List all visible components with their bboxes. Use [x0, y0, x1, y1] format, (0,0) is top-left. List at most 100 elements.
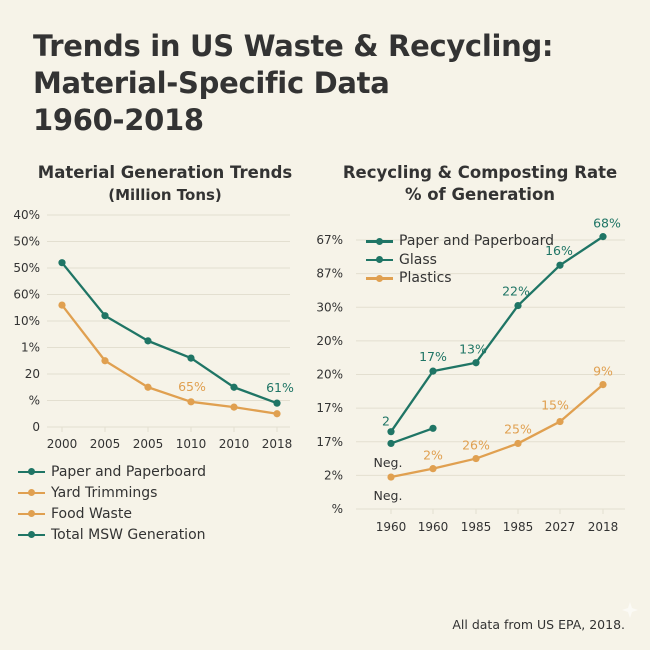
legend-item: Plastics [366, 269, 554, 288]
legend-label: Food Waste [51, 505, 132, 522]
data-point [58, 259, 66, 267]
legend-item: Food Waste [18, 503, 206, 524]
data-point [273, 410, 281, 418]
legend-line-marker-icon [18, 467, 45, 477]
series-line-plastics [390, 383, 604, 479]
data-label: 16% [545, 243, 573, 258]
data-point [514, 301, 522, 310]
x-tick-label: 2027 [545, 520, 576, 534]
data-point [472, 359, 480, 367]
data-point [101, 357, 109, 365]
data-point [387, 439, 395, 448]
y-tick-label: 87% [316, 267, 343, 281]
data-point [599, 380, 607, 389]
series-line-yard-trimmings [61, 304, 278, 415]
data-point [429, 465, 437, 473]
right-chart-title-text: Recycling & Composting Rate [342, 163, 618, 182]
series-line-paper-and-paperboard [390, 235, 604, 433]
data-point [514, 439, 522, 448]
legend-label: Total MSW Generation [51, 526, 206, 543]
right-chart-legend: Paper and Paperboard Glass Plastics [366, 232, 554, 288]
data-point [101, 312, 109, 320]
page-title: Trends in US Waste & Recycling: Material… [33, 28, 554, 139]
y-tick-label: 20% [316, 368, 343, 382]
y-tick-label: 20% [316, 334, 343, 348]
data-point [556, 261, 564, 269]
data-label: 13% [459, 342, 487, 357]
data-label: 2 [382, 414, 390, 429]
data-point [429, 424, 437, 432]
left-chart-legend: Paper and Paperboard Yard Trimmings Food W… [18, 461, 206, 545]
left-chart-subtitle: (Million Tons) [108, 186, 222, 204]
x-tick-label: 2010 [219, 437, 250, 451]
series-line-glass [390, 427, 434, 445]
x-tick-label: 2005 [133, 437, 164, 451]
data-point [230, 383, 238, 391]
data-point [387, 428, 395, 436]
y-tick-label: 30% [316, 300, 343, 314]
legend-line-marker-icon [18, 488, 45, 498]
legend-item: Paper and Paperboard [366, 232, 554, 251]
sparkle-icon [622, 602, 638, 618]
legend-item: Paper and Paperboard [18, 461, 206, 482]
y-tick-label: 40% [13, 208, 40, 222]
right-chart-title: Recycling & Composting Rate % of Generat… [330, 162, 630, 206]
y-tick-label: 2% [324, 468, 343, 482]
data-point [144, 383, 152, 391]
legend-line-marker-icon [366, 236, 393, 246]
legend-label: Paper and Paperboard [399, 233, 554, 250]
x-tick-label: 1985 [461, 520, 492, 534]
data-point [187, 398, 195, 406]
x-tick-label: 2018 [588, 520, 619, 534]
data-label: 9% [593, 364, 613, 379]
legend-label: Paper and Paperboard [51, 463, 206, 480]
source-footer: All data from US EPA, 2018. [452, 617, 625, 632]
y-tick-label: 67% [316, 233, 343, 247]
y-tick-label: 20 [25, 367, 40, 381]
title-line-2: Material-Specific Data [33, 66, 390, 100]
annotation-label: Neg. [374, 488, 403, 503]
legend-label: Glass [399, 251, 437, 268]
legend-line-marker-icon [18, 530, 45, 540]
y-tick-label: 17% [316, 401, 343, 415]
series-line-paper-and-paperboard [61, 261, 278, 405]
legend-line-marker-icon [366, 255, 393, 265]
right-chart: 67% 87% 30% 20% 20% 17% 17% 2%% 1960 1960 1985 1985… [316, 216, 625, 534]
x-tick-label: 1960 [376, 520, 407, 534]
title-line-1: Trends in US Waste & Recycling: [33, 29, 554, 63]
legend-item: Yard Trimmings [18, 482, 206, 503]
data-label: 68% [593, 216, 621, 231]
legend-line-marker-icon [366, 273, 393, 283]
data-label: 2% [423, 448, 443, 463]
data-point [187, 354, 195, 362]
data-point [387, 473, 395, 481]
data-point [144, 337, 152, 345]
y-tick-label: 17% [316, 435, 343, 449]
data-label: 22% [502, 284, 530, 299]
data-point [556, 417, 564, 426]
data-label: 17% [419, 349, 447, 364]
right-chart-subtitle: % of Generation [404, 185, 556, 204]
x-tick-label: 2005 [90, 437, 121, 451]
y-tick-label: % [332, 502, 343, 516]
left-chart-title: Material Generation Trends (Million Tons… [20, 162, 310, 206]
data-label: 65% [178, 379, 206, 394]
legend-item: Glass [366, 251, 554, 270]
data-point [429, 367, 437, 375]
data-point [273, 399, 281, 407]
data-point [230, 403, 238, 411]
data-point [58, 301, 66, 309]
y-tick-label: 10% [13, 314, 40, 328]
left-chart: 40% 50% 50% 60% 10% 1% 20% 0 2000 2005 2005 1010 201… [13, 208, 294, 451]
y-tick-label: 50% [13, 261, 40, 275]
x-tick-label: 1985 [503, 520, 534, 534]
y-tick-label: 60% [13, 288, 40, 302]
legend-label: Yard Trimmings [51, 484, 158, 501]
y-tick-label: 0 [32, 420, 40, 434]
y-tick-label: 50% [13, 235, 40, 249]
data-point [599, 233, 607, 241]
left-chart-title-text: Material Generation Trends [37, 163, 293, 182]
title-line-3: 1960-2018 [33, 103, 204, 137]
data-label: Neg. [374, 455, 403, 470]
